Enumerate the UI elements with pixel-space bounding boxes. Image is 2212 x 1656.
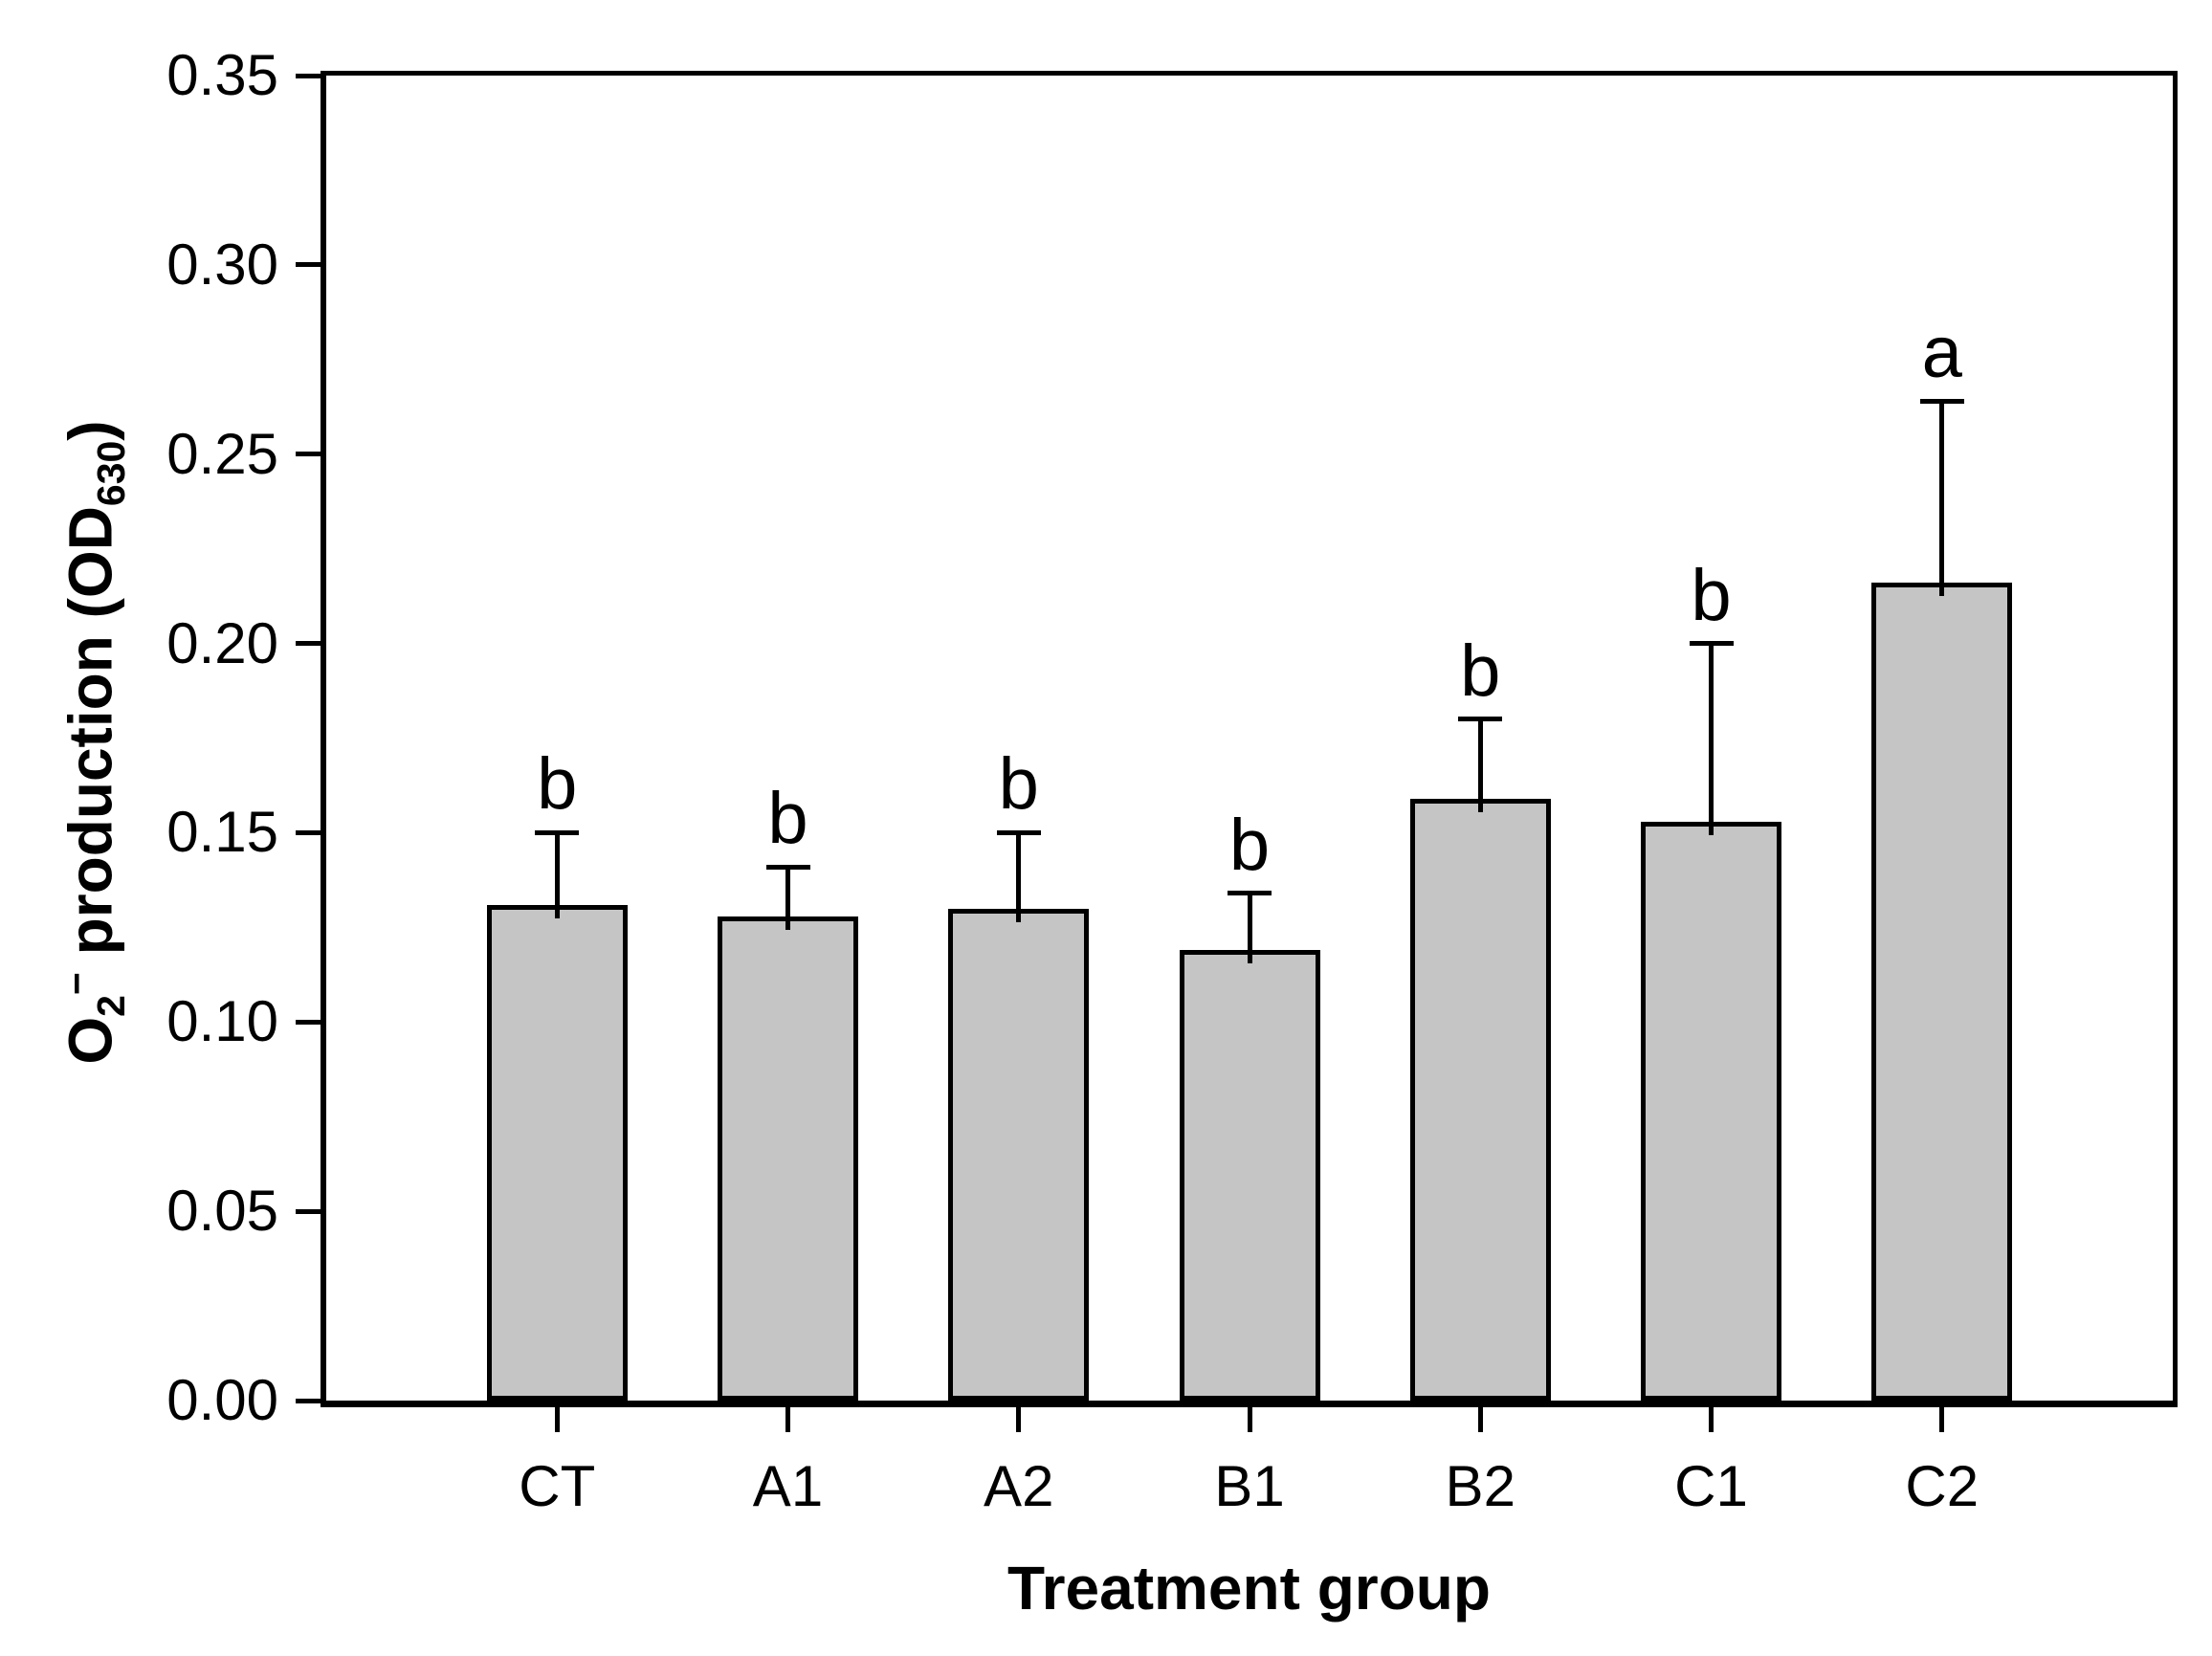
error-cap-A2 <box>996 829 1041 835</box>
x-tick-label-A2: A2 <box>984 1454 1054 1518</box>
error-bar-B2 <box>1477 718 1483 812</box>
sig-letter-A2: b <box>998 743 1039 826</box>
bar-B1 <box>1179 950 1320 1401</box>
y-tick-0.05 <box>296 1208 321 1214</box>
sig-letter-C1: b <box>1691 554 1732 636</box>
sig-letter-A1: b <box>767 778 808 860</box>
y-tick-label-0.15: 0.15 <box>166 800 278 865</box>
y-tick-0.10 <box>296 1019 321 1025</box>
error-cap-C2 <box>1919 398 1964 404</box>
y-tick-0.20 <box>296 641 321 647</box>
y-tick-0.35 <box>296 73 321 78</box>
y-axis-title: O2− production (OD630) <box>43 73 133 1412</box>
x-tick-B2 <box>1477 1407 1483 1432</box>
sig-letter-B2: b <box>1460 629 1501 712</box>
y-tick-label-0.00: 0.00 <box>166 1368 278 1432</box>
y-axis-title-part: 630 <box>89 440 134 507</box>
error-bar-C2 <box>1939 401 1945 597</box>
x-tick-label-CT: CT <box>519 1454 596 1518</box>
sig-letter-CT: b <box>537 743 578 826</box>
x-tick-B1 <box>1247 1407 1252 1432</box>
y-tick-label-0.20: 0.20 <box>166 610 278 675</box>
sig-letter-C2: a <box>1921 312 1962 394</box>
x-tick-label-B1: B1 <box>1214 1454 1285 1518</box>
bar-C1 <box>1641 821 1781 1401</box>
x-tick-A1 <box>785 1407 790 1432</box>
x-axis-title: Treatment group <box>321 1557 2178 1619</box>
error-bar-CT <box>554 832 560 918</box>
error-bar-B1 <box>1247 893 1252 964</box>
x-tick-C2 <box>1939 1407 1945 1432</box>
x-tick-label-C1: C1 <box>1674 1454 1748 1518</box>
y-axis-title-part: 2 <box>89 995 134 1017</box>
y-axis-title-part: production (OD <box>55 506 125 973</box>
plot-area: 0.00 0.05 0.10 0.15 0.20 0.25 0.30 0.35 b CT b A1 b A… <box>166 47 2178 1515</box>
error-cap-B1 <box>1228 891 1272 896</box>
error-bar-C1 <box>1709 643 1714 835</box>
y-axis-title-part: ) <box>55 420 125 441</box>
y-tick-label-0.05: 0.05 <box>166 1179 278 1244</box>
bar-B2 <box>1409 798 1551 1401</box>
y-axis-title-part: − <box>55 972 99 996</box>
x-tick-CT <box>554 1407 560 1432</box>
bar-C2 <box>1871 583 2013 1401</box>
x-tick-label-A1: A1 <box>752 1454 824 1518</box>
error-bar-A1 <box>785 867 790 930</box>
x-tick-C1 <box>1709 1407 1714 1432</box>
error-cap-C1 <box>1689 641 1734 647</box>
sig-letter-B1: b <box>1228 804 1271 886</box>
y-tick-0.15 <box>296 829 321 835</box>
y-tick-label-0.35: 0.35 <box>166 43 278 107</box>
x-axis-title-text: Treatment group <box>1007 1554 1491 1623</box>
bar-CT <box>486 904 628 1401</box>
y-tick-label-0.10: 0.10 <box>166 989 278 1054</box>
x-tick-A2 <box>1016 1407 1022 1432</box>
y-axis-title-part: O <box>55 1016 125 1065</box>
y-tick-0.25 <box>296 452 321 457</box>
y-tick-0.30 <box>296 262 321 268</box>
error-cap-A1 <box>765 864 810 870</box>
error-cap-B2 <box>1458 717 1503 722</box>
error-cap-CT <box>535 829 580 835</box>
y-tick-label-0.30: 0.30 <box>166 232 278 297</box>
bar-A1 <box>718 916 858 1401</box>
x-tick-label-C2: C2 <box>1905 1454 1980 1518</box>
y-tick-label-0.25: 0.25 <box>166 421 278 486</box>
x-tick-label-B2: B2 <box>1445 1454 1515 1518</box>
y-tick-0.00 <box>296 1398 321 1403</box>
bar-A2 <box>948 908 1090 1401</box>
error-bar-A2 <box>1016 832 1022 922</box>
